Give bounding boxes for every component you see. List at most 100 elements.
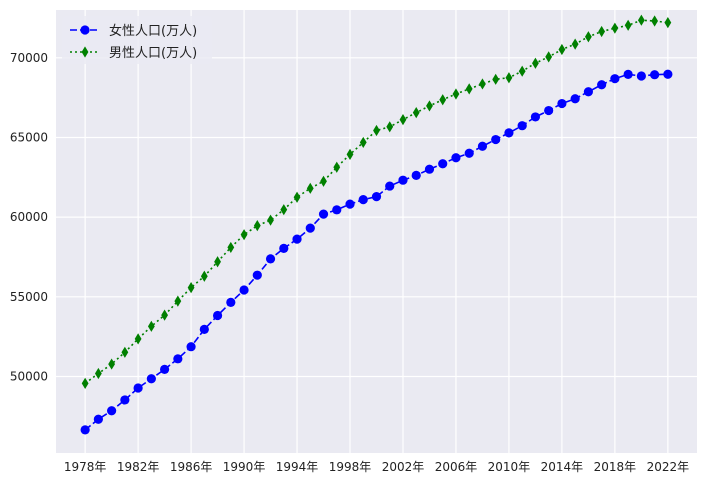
series-2 (81, 14, 672, 389)
data-point (358, 195, 368, 205)
data-point (398, 175, 408, 185)
data-point (333, 161, 341, 173)
x-tick-label: 2002年 (382, 460, 425, 474)
data-point (610, 74, 620, 84)
data-point (664, 16, 672, 29)
data-point (214, 256, 221, 268)
legend: 女性人口(万人) 男性人口(万人) (62, 16, 212, 64)
x-tick-label: 2010年 (488, 460, 531, 474)
data-point (186, 342, 196, 352)
y-tick-label: 65000 (10, 130, 48, 144)
data-point (267, 214, 274, 226)
data-point (558, 43, 566, 56)
data-point (187, 281, 195, 294)
data-point (452, 88, 460, 100)
data-point (293, 191, 301, 203)
legend-marker (80, 25, 90, 35)
data-point (597, 80, 607, 90)
data-point (530, 112, 541, 122)
x-tick-label: 2018年 (594, 460, 637, 474)
data-point (504, 128, 514, 138)
data-point (557, 98, 567, 109)
data-point (81, 377, 89, 389)
x-tick-label: 2022年 (647, 460, 690, 474)
y-tick-label: 70000 (10, 51, 48, 65)
data-point (253, 220, 261, 232)
data-point (570, 94, 580, 104)
x-axis-ticks: 1978年 1982年 1986年 1990年 1994年 1998年 2002年 2006年… (64, 460, 689, 474)
data-point (147, 320, 155, 332)
legend-box (62, 16, 212, 64)
data-point (545, 51, 553, 63)
x-tick-label: 1990年 (223, 460, 266, 474)
data-point (93, 414, 103, 424)
data-point (479, 78, 486, 90)
data-point (439, 94, 447, 106)
y-tick-label: 55000 (10, 290, 48, 304)
series-line (84, 19, 668, 385)
data-point (280, 204, 288, 216)
data-point (371, 192, 382, 202)
data-point (585, 31, 592, 43)
y-tick-label: 60000 (10, 210, 48, 224)
data-point (226, 297, 236, 308)
data-point (426, 100, 433, 112)
data-point (133, 383, 143, 393)
data-point (199, 324, 209, 334)
series-layer (80, 14, 673, 435)
y-tick-label: 50000 (10, 370, 48, 384)
data-point (107, 406, 117, 416)
data-point (146, 374, 156, 384)
data-point (624, 19, 632, 31)
x-tick-label: 1978年 (64, 460, 107, 474)
data-point (651, 15, 659, 27)
data-point (477, 141, 488, 151)
data-point (134, 333, 142, 345)
data-point (373, 124, 380, 137)
data-point (663, 69, 673, 79)
data-point (345, 199, 355, 209)
data-point (212, 310, 223, 321)
data-point (492, 73, 500, 85)
data-point (252, 270, 262, 280)
data-point (571, 38, 579, 50)
data-point (464, 148, 474, 158)
data-point (544, 105, 554, 116)
data-point (108, 358, 116, 370)
data-point (240, 229, 248, 241)
data-point (159, 364, 170, 374)
data-point (386, 121, 394, 133)
y-axis-ticks: 50000 55000 60000 65000 70000 (10, 51, 48, 384)
data-point (598, 25, 606, 38)
data-point (650, 70, 660, 80)
data-point (518, 65, 526, 77)
legend-marker (81, 46, 89, 58)
data-point (359, 136, 367, 149)
data-point (121, 346, 129, 358)
data-point (174, 295, 182, 307)
data-point (385, 181, 395, 191)
data-point (491, 134, 501, 145)
x-tick-label: 1986年 (170, 460, 213, 474)
data-point (532, 57, 539, 69)
x-tick-label: 2014年 (541, 460, 584, 474)
data-point (320, 175, 327, 187)
data-point (265, 254, 276, 264)
data-point (465, 83, 473, 95)
data-point (623, 69, 633, 79)
data-point (637, 14, 645, 26)
data-point (399, 114, 407, 126)
data-point (424, 164, 435, 174)
grid (56, 10, 697, 453)
data-point (279, 243, 289, 253)
data-point (161, 309, 168, 321)
data-point (200, 270, 208, 282)
data-point (412, 107, 420, 119)
data-point (306, 182, 314, 194)
x-tick-label: 1998年 (329, 460, 372, 474)
data-point (346, 148, 354, 160)
data-point (227, 241, 235, 254)
data-point (94, 367, 102, 380)
data-point (305, 223, 315, 233)
